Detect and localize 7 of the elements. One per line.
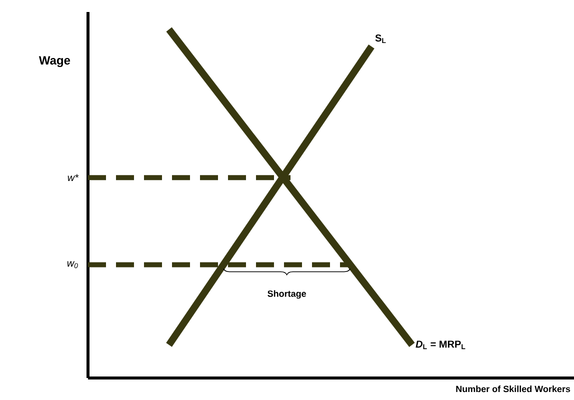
y-axis-title: Wage (38, 56, 70, 68)
series-label: D$_{L}$ = MRP$_{L}$ (416, 340, 466, 350)
x-axis-title: Number of Skilled Workers (456, 386, 570, 392)
text: w* (68, 174, 79, 182)
series-label: S$_{L}$ (375, 34, 386, 43)
annotation: Shortage (268, 290, 306, 299)
text: w$_{0}$ (67, 261, 78, 268)
